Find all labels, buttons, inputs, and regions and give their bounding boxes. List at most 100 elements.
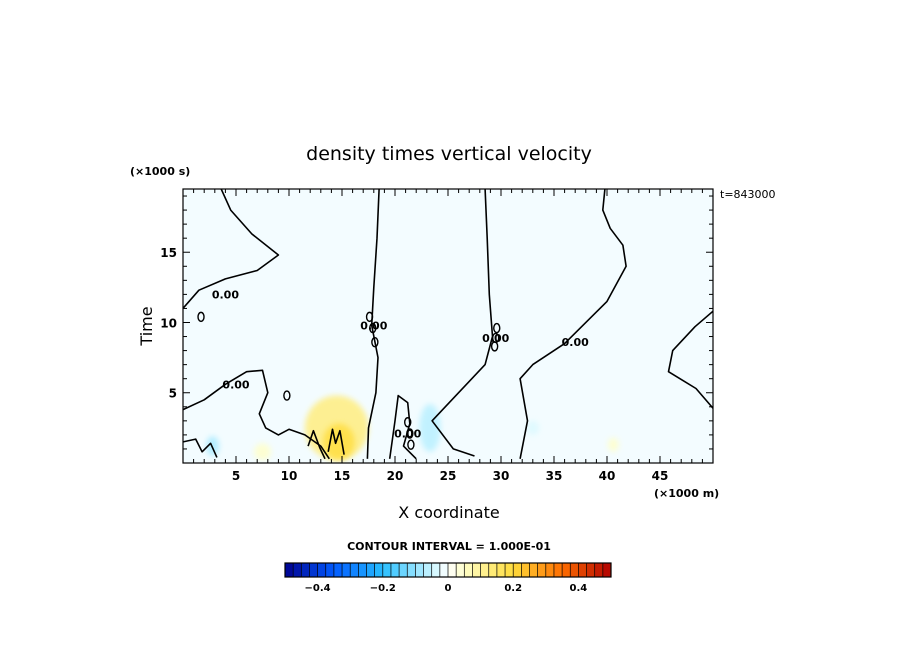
colorbar-cell-29 xyxy=(521,563,530,577)
zero-contour-5 xyxy=(667,310,713,409)
colorbar-cell-5 xyxy=(325,563,335,577)
colorbar-cell-31 xyxy=(537,563,547,577)
x-tick-label-5: 5 xyxy=(232,469,240,483)
zero-contour-4 xyxy=(519,189,627,459)
y-tick-label-10: 10 xyxy=(160,316,177,330)
y-tick-label-5: 5 xyxy=(169,387,177,401)
contour-loop-6 xyxy=(406,428,414,439)
colorbar-tick-4: 0.4 xyxy=(570,583,588,594)
anomaly-layer xyxy=(206,395,619,461)
colorbar-cell-39 xyxy=(602,563,612,577)
colorbar-cell-35 xyxy=(570,563,579,577)
x-tick-label-25: 25 xyxy=(440,469,457,483)
colorbar-cell-18 xyxy=(431,563,441,577)
colorbar-cell-21 xyxy=(456,563,465,577)
colorbar-cell-17 xyxy=(423,563,432,577)
contour-loop-1 xyxy=(283,390,291,401)
x-tick-label-45: 45 xyxy=(652,469,669,483)
colorbar-cell-34 xyxy=(562,563,571,577)
contour-label-0: 0.00 xyxy=(212,288,239,301)
y-axis-label: Time xyxy=(137,306,156,346)
zero-contour-0 xyxy=(183,189,280,309)
colorbar-cell-23 xyxy=(472,563,481,577)
colorbar-cell-36 xyxy=(578,563,587,577)
anomaly-1 xyxy=(322,423,355,461)
colorbar-frame xyxy=(284,562,612,578)
x-tick-labels: 5 10 15 20 25 30 35 40 45 xyxy=(232,469,669,483)
contour-loop-4 xyxy=(371,336,379,348)
contour-loop-10 xyxy=(493,322,501,334)
colorbar-cell-10 xyxy=(366,563,375,577)
zero-contour-6 xyxy=(183,438,218,458)
y-unit-label: (×1000 s) xyxy=(130,165,190,178)
contour-layer xyxy=(183,189,713,460)
colorbar-cell-33 xyxy=(553,563,563,577)
colorbar-tick-2: 0 xyxy=(445,583,452,594)
anomaly-4 xyxy=(254,443,271,461)
x-tick-label-15: 15 xyxy=(334,469,351,483)
x-axis-label: X coordinate xyxy=(398,503,499,522)
plot-background xyxy=(183,189,713,463)
colorbar-cell-27 xyxy=(505,563,514,577)
colorbar-tick-3: 0.2 xyxy=(504,583,522,594)
colorbar-cell-16 xyxy=(415,563,424,577)
zero-contour-8 xyxy=(388,394,417,460)
y-tick-label-15: 15 xyxy=(160,246,177,260)
colorbar-cell-1 xyxy=(293,563,302,577)
x-tick-label-35: 35 xyxy=(546,469,563,483)
contour-label-3: 0.00 xyxy=(394,427,421,440)
colorbar-tick-labels: −0.4 −0.2 0 0.2 0.4 xyxy=(305,583,588,594)
x-tick-label-20: 20 xyxy=(387,469,404,483)
axis-ticks xyxy=(183,189,713,463)
contour-label-2: 0.00 xyxy=(360,319,387,332)
colorbar-cell-13 xyxy=(390,563,400,577)
contour-interval-text: CONTOUR INTERVAL = 1.000E-01 xyxy=(347,540,551,553)
y-tick-labels: 5 10 15 xyxy=(160,246,177,401)
colorbar-cell-12 xyxy=(382,563,392,577)
contour-label-1: 0.00 xyxy=(222,378,249,391)
contour-label-layer: 0.00 0.00 0.00 0.00 0.00 0.00 xyxy=(212,288,589,440)
colorbar-cell-9 xyxy=(358,563,367,577)
x-unit-label: (×1000 m) xyxy=(654,487,719,500)
colorbar-cell-28 xyxy=(513,563,522,577)
zero-contour-1 xyxy=(183,369,330,460)
contour-loop-2 xyxy=(365,311,374,323)
colorbar-cell-8 xyxy=(350,563,359,577)
zero-contour-7 xyxy=(307,429,326,460)
colorbar-cell-14 xyxy=(399,563,408,577)
contour-loop-3 xyxy=(369,322,377,334)
contour-loop-7 xyxy=(407,439,415,450)
contour-loop-5 xyxy=(404,417,412,428)
time-stamp: t=843000 xyxy=(720,188,776,201)
zero-contour-3 xyxy=(431,189,494,457)
colorbar-tick-1: −0.2 xyxy=(370,583,396,594)
colorbar-cell-7 xyxy=(342,563,351,577)
colorbar-cell-38 xyxy=(594,563,604,577)
zero-contour-9 xyxy=(327,428,345,455)
anomaly-2 xyxy=(419,403,441,452)
colorbar-cell-22 xyxy=(464,563,473,577)
contour-loop-9 xyxy=(492,332,500,344)
colorbar-tick-0: −0.4 xyxy=(305,583,331,594)
colorbar-cell-25 xyxy=(488,563,498,577)
colorbar xyxy=(284,562,612,578)
zero-contour-2 xyxy=(366,189,380,459)
colorbar-cell-19 xyxy=(439,563,449,577)
colorbar-cell-20 xyxy=(448,563,457,577)
contour-label-4: 0.00 xyxy=(482,332,509,345)
colorbar-cell-30 xyxy=(529,563,538,577)
colorbar-cell-32 xyxy=(545,563,555,577)
x-tick-label-40: 40 xyxy=(599,469,616,483)
colorbar-cell-15 xyxy=(407,563,416,577)
chart-title: density times vertical velocity xyxy=(306,143,592,165)
colorbar-cell-24 xyxy=(480,563,490,577)
x-tick-label-30: 30 xyxy=(493,469,510,483)
colorbar-cell-0 xyxy=(285,563,294,577)
anomaly-5 xyxy=(526,420,540,435)
contour-label-5: 0.00 xyxy=(562,336,589,349)
anomaly-6 xyxy=(608,437,619,452)
colorbar-cell-11 xyxy=(374,563,384,577)
colorbar-cell-2 xyxy=(301,563,310,577)
colorbar-cell-6 xyxy=(333,563,343,577)
